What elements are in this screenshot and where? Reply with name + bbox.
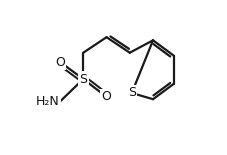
Text: S: S [128,86,136,100]
Text: S: S [79,73,87,86]
Text: O: O [55,55,65,69]
Text: O: O [102,90,111,103]
Text: H₂N: H₂N [35,95,59,108]
